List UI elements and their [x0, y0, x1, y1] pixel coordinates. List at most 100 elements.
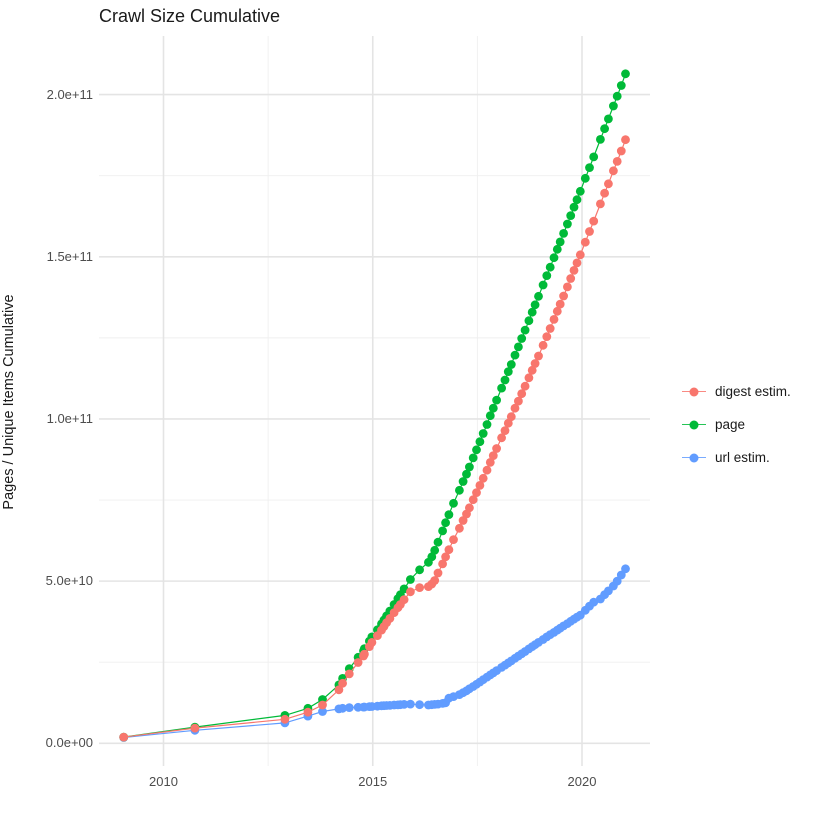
series-point-page — [438, 526, 447, 536]
series-point-page — [580, 173, 590, 183]
series-point-digest-estim — [399, 595, 409, 604]
series-point-digest-estim — [488, 451, 498, 460]
series-point-digest-estim — [575, 250, 585, 260]
series-point-digest-estim — [478, 473, 488, 483]
legend-key-icon — [682, 416, 706, 434]
series-point-digest-estim — [534, 351, 543, 361]
legend-item-url: url estim. — [682, 441, 822, 474]
series-point-digest-estim — [367, 638, 377, 647]
series-point-digest-estim — [492, 444, 501, 453]
series-point-digest-estim — [433, 568, 443, 578]
series-point-digest-estim — [280, 714, 290, 724]
series-point-page — [555, 237, 565, 247]
series-point-url-estim — [621, 564, 630, 574]
series-point-page — [482, 420, 492, 429]
series-point-page — [514, 342, 523, 352]
y-tick-label-0.0e+00: 0.0e+00 — [45, 735, 93, 751]
series-point-page — [604, 114, 613, 124]
series-point-digest-estim — [353, 658, 363, 667]
series-point-page — [542, 271, 552, 280]
series-point-page — [488, 403, 498, 413]
series-point-page — [552, 244, 562, 254]
series-point-page — [458, 477, 468, 486]
series-point-digest-estim — [612, 157, 622, 166]
series-point-url-estim — [616, 570, 626, 580]
series-point-page — [455, 485, 464, 495]
gridlines-minor — [99, 36, 650, 766]
series-point-digest-estim — [569, 266, 579, 275]
series-point-digest-estim — [542, 332, 552, 341]
series-point-digest-estim — [119, 732, 129, 742]
series-point-digest-estim — [589, 216, 599, 226]
series-point-page — [559, 229, 568, 238]
legend: digest estim. page url estim. — [682, 375, 822, 474]
series-point-digest-estim — [465, 503, 474, 513]
series-point-digest-estim — [585, 227, 594, 236]
series-point-page — [575, 186, 585, 196]
series-point-page — [465, 462, 474, 472]
series-point-page — [492, 395, 501, 405]
series-point-digest-estim — [441, 552, 450, 562]
series-point-page — [441, 518, 450, 528]
series-point-digest-estim — [497, 433, 506, 443]
series-point-digest-estim — [472, 488, 481, 497]
series-point-page — [485, 411, 495, 421]
series-point-digest-estim — [482, 465, 492, 475]
series-point-digest-estim — [406, 587, 415, 597]
series-point-page — [563, 219, 572, 229]
series-line-digest-estim — [123, 139, 627, 738]
series-point-digest-estim — [538, 340, 548, 350]
series-point-url-estim — [399, 700, 409, 709]
series-point-page — [430, 545, 440, 555]
y-tick-label-1.0e+11: 1.0e+11 — [46, 410, 93, 426]
series-point-digest-estim — [475, 481, 485, 490]
series-point-digest-estim — [552, 306, 562, 316]
y-tick-label-5.0e+10: 5.0e+10 — [45, 573, 93, 589]
series-point-digest-estim — [616, 146, 626, 156]
series-point-url-estim — [415, 700, 424, 710]
series-point-page — [572, 195, 582, 205]
series-point-page — [503, 367, 513, 376]
series-point-page — [517, 334, 527, 343]
series-point-page — [433, 537, 443, 547]
series-point-url-estim — [338, 703, 347, 713]
series-point-digest-estim — [190, 723, 200, 733]
series-point-digest-estim — [530, 359, 540, 368]
series-point-digest-estim — [580, 237, 590, 247]
legend-item-digest: digest estim. — [682, 375, 822, 408]
legend-key-icon — [682, 449, 706, 467]
series-url-estim — [119, 564, 630, 742]
series-point-page — [530, 300, 540, 310]
series-point-digest-estim — [360, 649, 369, 659]
series-point-digest-estim — [468, 495, 478, 505]
series-point-digest-estim — [344, 669, 354, 679]
series-point-digest-estim — [455, 523, 464, 533]
series-point-page — [596, 135, 605, 144]
series-point-digest-estim — [510, 403, 520, 413]
y-tick-label-1.5e+11: 1.5e+11 — [46, 248, 93, 264]
series-point-digest-estim — [549, 315, 559, 324]
series-point-digest-estim — [334, 685, 344, 695]
series-point-digest-estim — [520, 381, 530, 391]
series-point-digest-estim — [500, 426, 510, 435]
series-line-url-estim — [123, 568, 626, 739]
series-point-digest-estim — [517, 389, 527, 399]
legend-key-dot — [689, 420, 699, 429]
series-point-page — [545, 262, 555, 272]
series-point-page — [415, 565, 424, 575]
series-point-digest-estim — [415, 583, 424, 592]
series-point-page — [472, 445, 481, 455]
series-point-digest-estim — [559, 291, 568, 301]
series-point-page — [510, 350, 520, 360]
series-point-page — [506, 360, 516, 369]
series-point-digest-estim — [485, 458, 495, 467]
x-tick-label-2015: 2015 — [358, 774, 388, 789]
series-point-page — [612, 91, 622, 101]
series-point-digest-estim — [545, 324, 555, 333]
series-point-page — [475, 437, 485, 447]
series-point-digest-estim — [444, 545, 454, 555]
series-point-page — [621, 69, 630, 79]
gridlines-major — [99, 36, 650, 766]
series-point-digest-estim — [555, 299, 565, 309]
series-point-page — [569, 202, 579, 212]
